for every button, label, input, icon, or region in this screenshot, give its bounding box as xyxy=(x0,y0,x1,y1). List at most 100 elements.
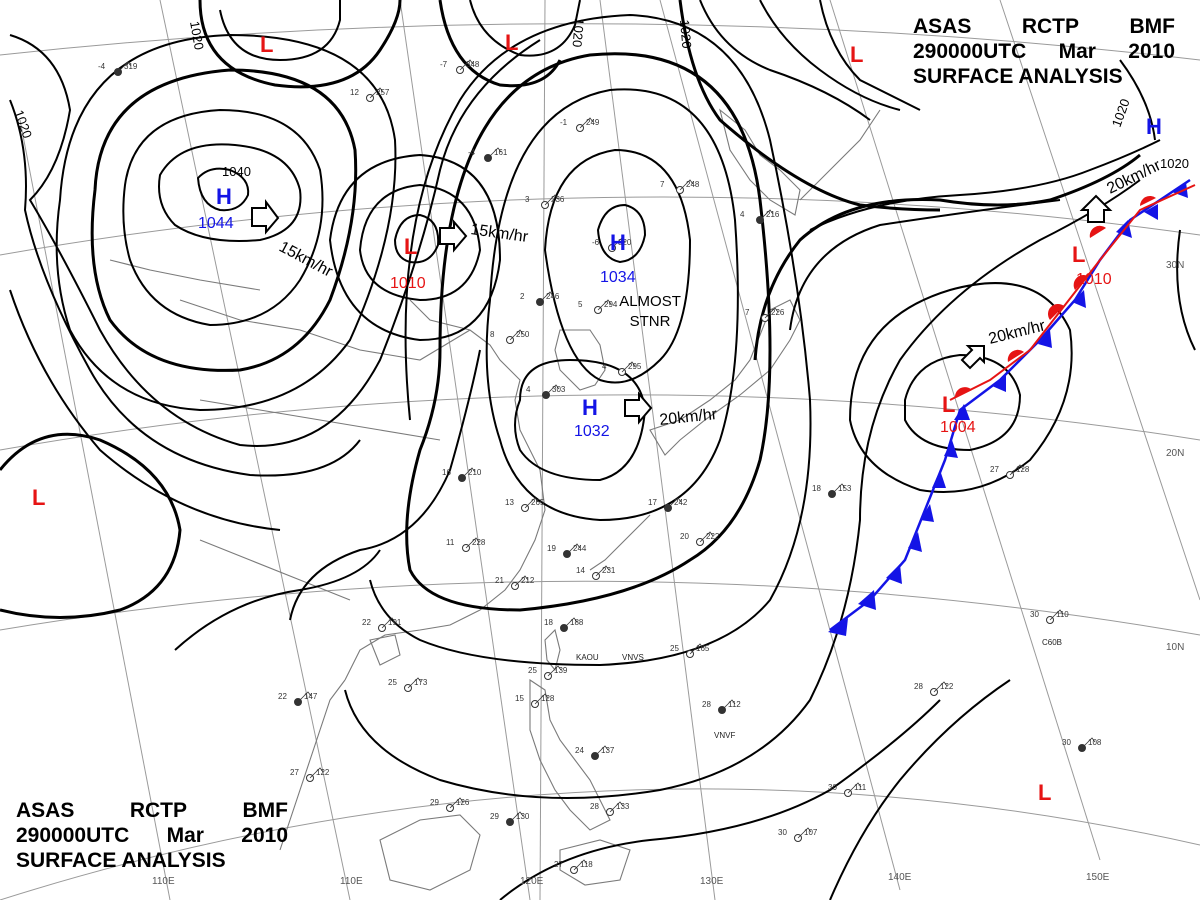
wind-barb-icon xyxy=(547,665,562,677)
meridian-line xyxy=(829,0,1101,861)
header-center: RCTP xyxy=(129,799,188,822)
station-plot: 242 17 xyxy=(648,497,688,512)
wind-barb-icon xyxy=(1081,737,1096,749)
isobar-value: 1020 xyxy=(11,108,35,140)
coastlines xyxy=(109,108,881,891)
parallel-line xyxy=(0,23,1200,61)
wind-barb-icon xyxy=(449,797,464,809)
station-pressure: 303 xyxy=(552,385,566,394)
station-pressure: 128 xyxy=(541,694,555,703)
low-center-label: L xyxy=(260,32,273,57)
wind-barb-icon xyxy=(544,194,559,206)
station-temperature: 7 xyxy=(660,180,665,189)
low-center-label: L xyxy=(1038,780,1051,805)
isobar xyxy=(289,349,481,621)
header-year: 2010 xyxy=(241,824,288,847)
wind-barb-icon xyxy=(579,117,594,129)
warm-front xyxy=(949,184,1196,401)
station-plot: 147 22 xyxy=(278,691,318,706)
station-plot: 153 18 xyxy=(812,483,852,498)
warm-front-semicircle xyxy=(1073,275,1088,290)
isobar xyxy=(753,153,1141,361)
station-temperature: 20 xyxy=(680,532,689,541)
station-temperature: -1 xyxy=(560,118,568,127)
isobar xyxy=(819,0,921,111)
header-time: 290000UTC xyxy=(913,40,1027,63)
station-temperature: 18 xyxy=(544,618,553,627)
isobar xyxy=(759,0,901,111)
motion-arrow-icon xyxy=(439,219,468,253)
station-temperature: 27 xyxy=(554,860,563,869)
station-pressure: 139 xyxy=(554,666,568,675)
low-center-value: 1004 xyxy=(940,419,976,436)
isobar xyxy=(9,34,541,447)
station-temperature: 4 xyxy=(526,385,531,394)
isobar xyxy=(829,679,1011,900)
isobar xyxy=(904,353,1022,452)
china-coast xyxy=(344,299,546,681)
longitude-label: 120E xyxy=(520,876,544,887)
isobar-value: 1020 xyxy=(1109,97,1133,129)
station-pressure: 147 xyxy=(304,692,318,701)
high-center-label: H xyxy=(582,395,598,420)
station-pressure: 320 xyxy=(618,238,632,247)
header-product: ASAS xyxy=(16,799,75,822)
station-plot: 126 29 xyxy=(430,797,470,812)
station-temperature: 29 xyxy=(490,812,499,821)
meridian-line xyxy=(659,0,901,891)
station-temperature: 25 xyxy=(388,678,397,687)
wind-barb-icon xyxy=(297,691,312,703)
warm-front-semicircle xyxy=(1047,303,1064,320)
low-center-label: L xyxy=(32,485,45,510)
isobar xyxy=(219,0,341,62)
isobar xyxy=(158,143,302,242)
header-bottom-left: ASAS RCTP BMF 290000UTC Mar 2010 SURFACE… xyxy=(16,798,288,873)
isobar xyxy=(9,289,281,531)
borneo-coast xyxy=(379,814,481,891)
header-month: Mar xyxy=(166,824,204,847)
meridian-line xyxy=(159,0,351,900)
longitude-label: 110E xyxy=(340,876,363,887)
wind-barb-icon xyxy=(667,497,682,509)
isobar-value: 1020 xyxy=(677,19,694,49)
station-temperature: 18 xyxy=(812,484,821,493)
station-plot: 133 28 xyxy=(590,801,630,816)
parallel-line xyxy=(0,788,1200,900)
station-pressure: 133 xyxy=(616,802,630,811)
station-plot: 165 25 xyxy=(670,643,710,658)
wind-barb-icon xyxy=(1009,464,1024,476)
isobar xyxy=(90,68,358,372)
station-pressure: 107 xyxy=(804,828,818,837)
header-line-2: 290000UTC Mar 2010 xyxy=(16,823,288,848)
station-pressure: 110 xyxy=(1056,610,1069,619)
low-center-label: L xyxy=(942,392,955,417)
isobar-value: 1020 xyxy=(1160,156,1189,171)
station-plot: 122 28 xyxy=(914,681,954,696)
station-temperature: 22 xyxy=(278,692,287,701)
meridian-line xyxy=(599,0,716,900)
header-time: 290000UTC xyxy=(16,824,130,847)
isobar xyxy=(55,33,397,412)
station-plots: 319-425712348-7161-4249-1248721642363320… xyxy=(98,59,1102,874)
isobar xyxy=(485,88,739,522)
high-center-value: 1032 xyxy=(574,423,610,440)
wind-barb-icon xyxy=(534,693,549,705)
inland-river xyxy=(199,539,351,601)
station-plot: 216 4 xyxy=(740,209,780,224)
longitude-label: 110E xyxy=(152,876,175,887)
station-plot: 128 15 xyxy=(515,693,555,708)
station-pressure: 236 xyxy=(551,195,565,204)
station-temperature: -7 xyxy=(440,60,448,69)
isobar xyxy=(196,167,250,212)
station-pressure: 231 xyxy=(602,566,616,575)
header-code: BMF xyxy=(1129,15,1176,38)
isobar xyxy=(9,99,361,477)
station-pressure: 265 xyxy=(531,498,545,507)
station-plot: 118 27 xyxy=(554,859,593,874)
station-pressure: 137 xyxy=(601,746,615,755)
station-pressure: 173 xyxy=(414,678,428,687)
station-pressure: 319 xyxy=(124,62,138,71)
hainan-coast xyxy=(369,634,401,666)
